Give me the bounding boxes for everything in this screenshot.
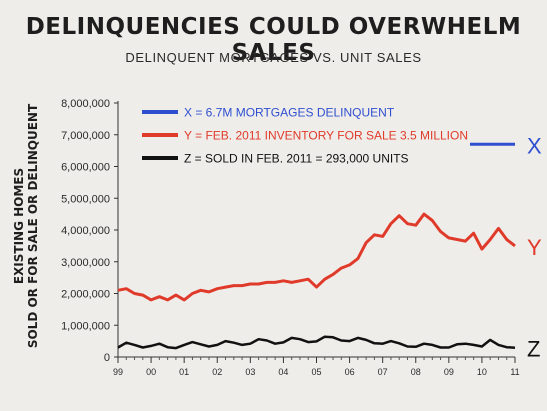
x-tick-label: 09 xyxy=(444,367,454,377)
legend-label: X = 6.7M MORTGAGES DELINQUENT xyxy=(184,106,395,120)
x-tick-label: 11 xyxy=(510,367,519,377)
y-tick-label: 6,000,000 xyxy=(61,162,110,174)
legend-label: Z = SOLD IN FEB. 2011 = 293,000 UNITS xyxy=(184,152,409,166)
chart-subtitle: DELINQUENT MORTGAGES VS. UNIT SALES xyxy=(125,50,422,65)
series-end-label-y: Y xyxy=(527,235,542,260)
x-tick-label: 08 xyxy=(411,367,421,377)
y-tick-label: 5,000,000 xyxy=(61,193,110,205)
x-tick-label: 02 xyxy=(212,367,222,377)
x-tick-label: 00 xyxy=(146,367,156,377)
chart-title: DELINQUENCIES COULD OVERWHELM SALES xyxy=(25,14,522,66)
series-end-label-z: Z xyxy=(527,337,540,362)
series-line-y xyxy=(117,212,516,302)
y-tick-label: 7,000,000 xyxy=(61,130,110,142)
y-tick-label: 4,000,000 xyxy=(61,225,110,237)
series-end-label-x: X xyxy=(527,133,542,158)
x-tick-label: 99 xyxy=(113,367,123,377)
y-tick-label: 3,000,000 xyxy=(61,257,110,269)
x-tick-label: 03 xyxy=(245,367,255,377)
legend-label: Y = FEB. 2011 INVENTORY FOR SALE 3.5 MIL… xyxy=(184,129,468,143)
y-tick-label: 8,000,000 xyxy=(61,98,110,110)
y-tick-label: 1,000,000 xyxy=(61,320,110,332)
y-tick-label: 0 xyxy=(104,352,110,364)
x-tick-label: 04 xyxy=(278,367,288,377)
x-tick-label: 05 xyxy=(311,367,321,377)
x-tick-label: 01 xyxy=(179,367,189,377)
x-tick-label: 07 xyxy=(378,367,388,377)
x-tick-label: 06 xyxy=(345,367,355,377)
y-tick-label: 2,000,000 xyxy=(61,289,110,301)
x-tick-label: 10 xyxy=(477,367,487,377)
series-line-z xyxy=(117,335,516,350)
